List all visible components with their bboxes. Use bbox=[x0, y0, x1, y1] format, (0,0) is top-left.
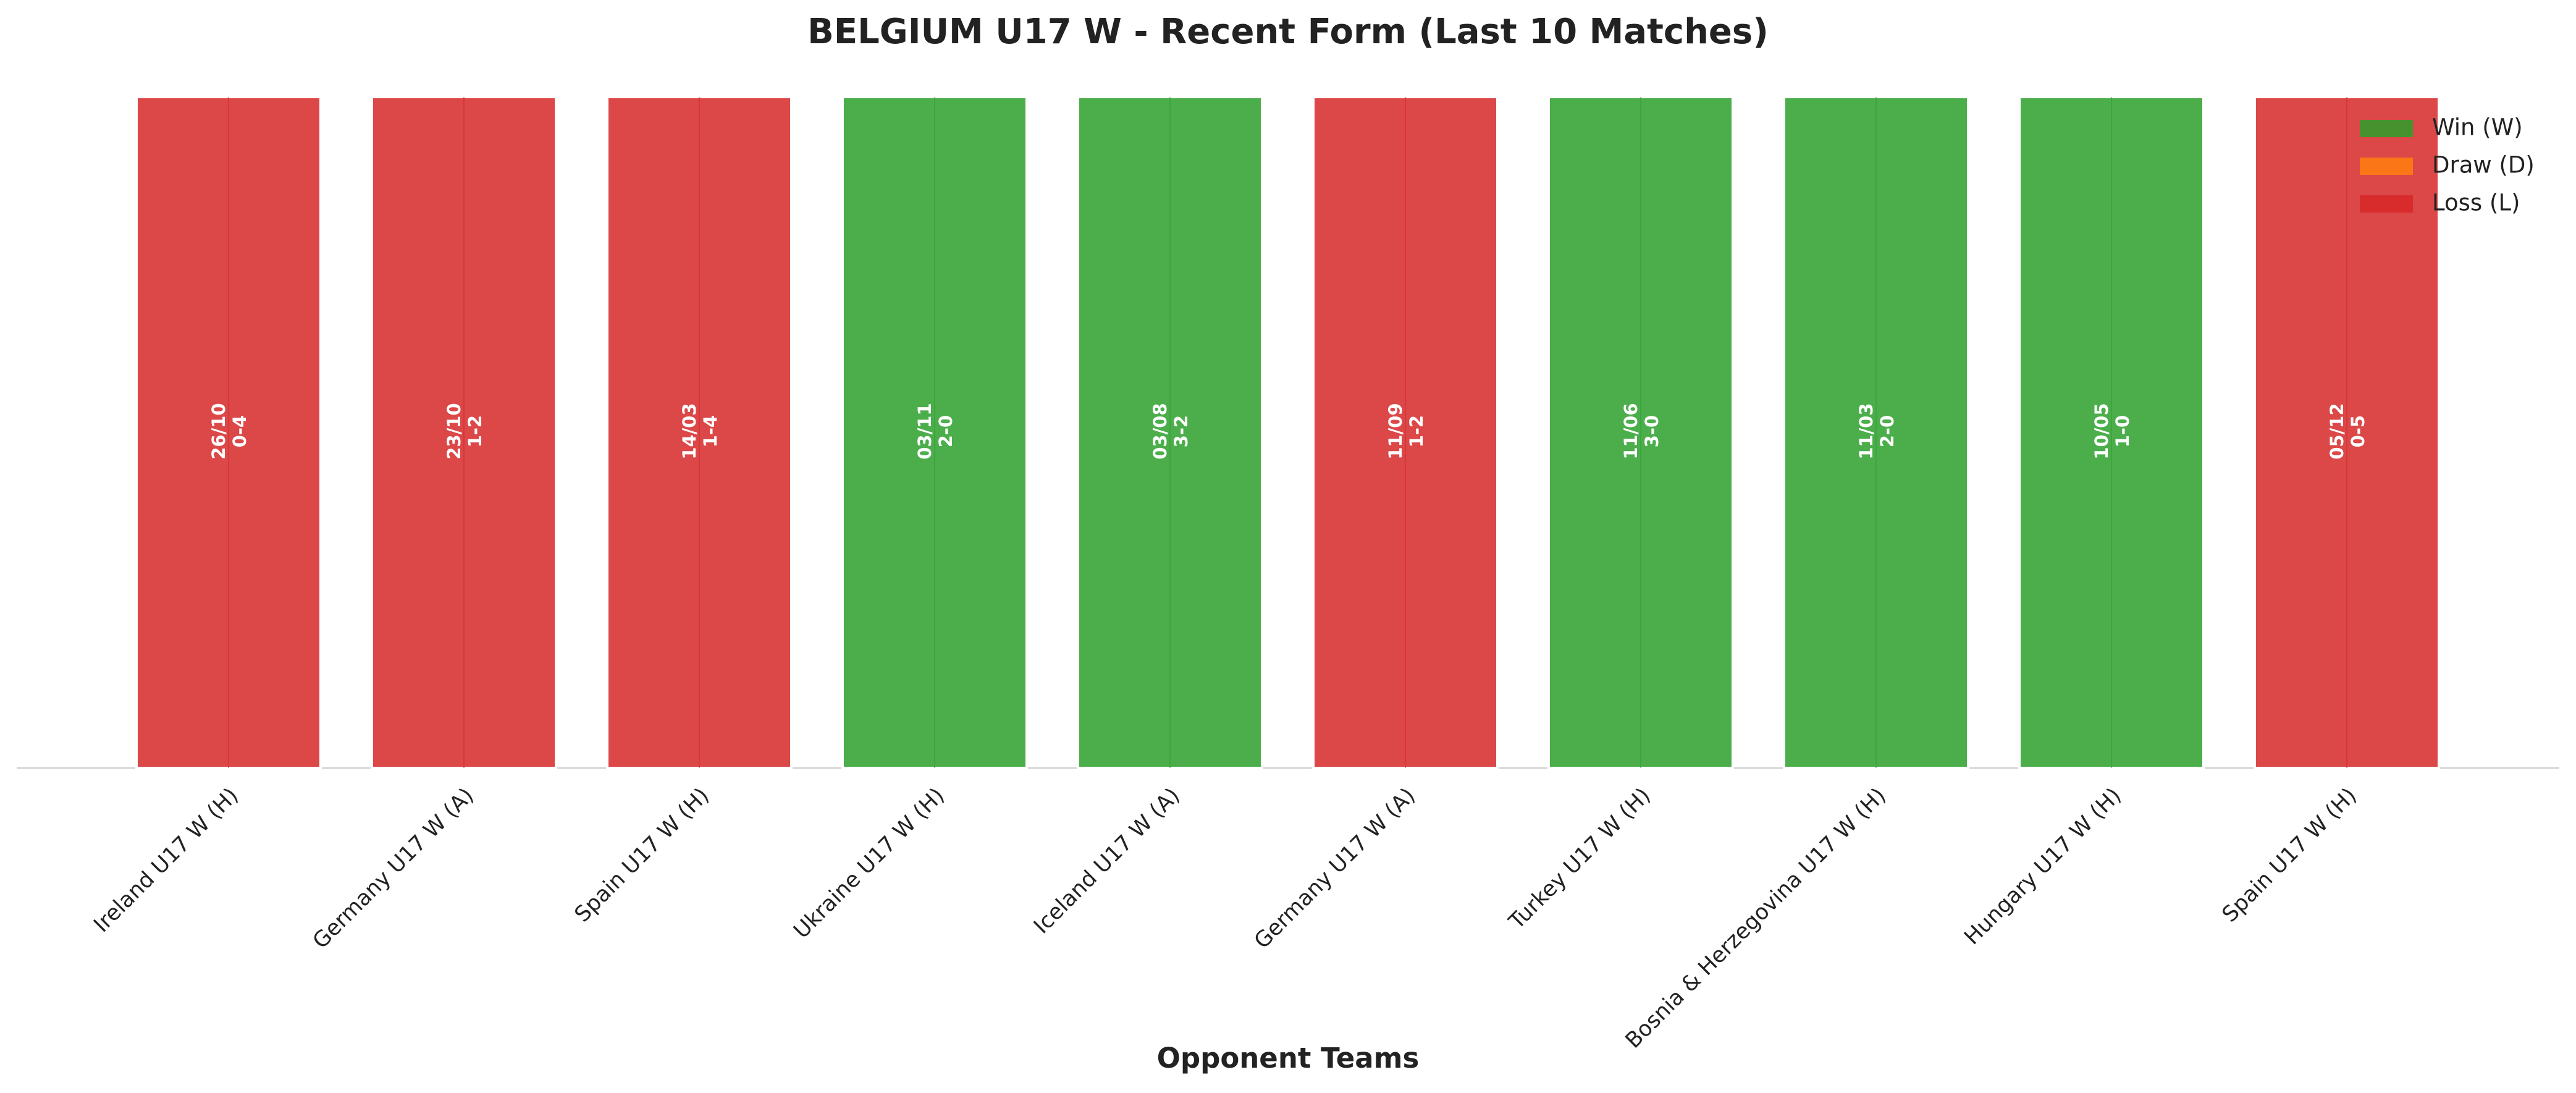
bar-label: 11/032-0 bbox=[1856, 403, 1898, 459]
bar-label-score: 0-5 bbox=[2347, 415, 2368, 447]
bar-label-score: 1-0 bbox=[2112, 415, 2133, 447]
legend-label: Draw (D) bbox=[2432, 152, 2535, 179]
bar-label: 03/083-2 bbox=[1150, 403, 1192, 459]
bar-label-score: 0-4 bbox=[229, 415, 250, 447]
bar-label-date: 05/12 bbox=[2326, 403, 2347, 459]
bar-label-date: 11/03 bbox=[1856, 403, 1877, 459]
bar-label-date: 03/11 bbox=[914, 403, 935, 459]
bar-label-score: 1-4 bbox=[700, 415, 721, 447]
bar-label-date: 10/05 bbox=[2091, 403, 2112, 459]
x-axis-title: Opponent Teams bbox=[1157, 1042, 1420, 1074]
legend-swatch bbox=[2360, 120, 2413, 137]
legend-label: Win (W) bbox=[2432, 114, 2523, 141]
bar-label-score: 1-2 bbox=[465, 415, 486, 447]
bar-label: 23/101-2 bbox=[444, 403, 486, 459]
bar-label-date: 11/06 bbox=[1620, 403, 1641, 459]
bar-label: 14/031-4 bbox=[679, 403, 721, 459]
bar-label-date: 26/10 bbox=[208, 403, 229, 459]
bar-label-date: 14/03 bbox=[679, 403, 700, 459]
bar-label-score: 3-2 bbox=[1171, 415, 1192, 447]
bar-label-score: 1-2 bbox=[1406, 415, 1427, 447]
legend-label: Loss (L) bbox=[2432, 190, 2520, 216]
bar-label-date: 23/10 bbox=[444, 403, 465, 459]
bar-label: 11/063-0 bbox=[1620, 403, 1662, 459]
bar-label-date: 11/09 bbox=[1385, 403, 1406, 459]
legend-swatch bbox=[2360, 195, 2413, 213]
bar-label-score: 3-0 bbox=[1641, 415, 1662, 447]
bar-label: 05/120-5 bbox=[2326, 403, 2368, 459]
legend-swatch bbox=[2360, 158, 2413, 175]
bar-label: 10/051-0 bbox=[2091, 403, 2133, 459]
bar-label: 11/091-2 bbox=[1385, 403, 1427, 459]
bar-label-date: 03/08 bbox=[1150, 403, 1171, 459]
bar-label-score: 2-0 bbox=[1877, 415, 1898, 447]
bar-label: 26/100-4 bbox=[208, 403, 250, 459]
chart-title: BELGIUM U17 W - Recent Form (Last 10 Mat… bbox=[807, 12, 1769, 52]
bar-label-score: 2-0 bbox=[935, 415, 956, 447]
bar-label: 03/112-0 bbox=[914, 403, 956, 459]
